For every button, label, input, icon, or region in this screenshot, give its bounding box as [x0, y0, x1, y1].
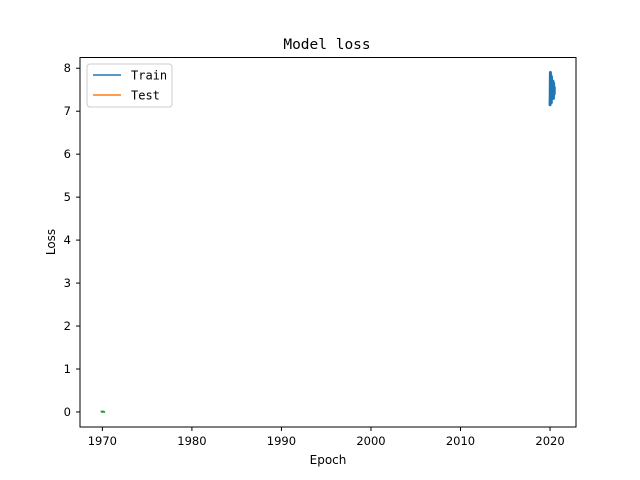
legend: Train Test	[86, 63, 173, 108]
y-tick-label: 8	[64, 61, 71, 75]
y-tick-label: 5	[64, 190, 71, 204]
legend-test-label: Test	[131, 89, 160, 103]
chart-title: Model loss	[283, 37, 370, 53]
y-tick-label: 1	[64, 362, 71, 376]
y-tick-label: 0	[64, 405, 71, 419]
x-axis-label: Epoch	[310, 453, 347, 467]
x-tick-label: 2010	[446, 434, 475, 448]
y-tick-label: 7	[64, 104, 71, 118]
axes-frame	[79, 57, 577, 428]
x-tick-label: 1970	[88, 434, 117, 448]
plot-area	[100, 71, 556, 413]
series-line-train	[548, 71, 556, 107]
legend-train-label: Train	[131, 69, 167, 83]
y-tick-label: 2	[64, 319, 71, 333]
x-tick-label: 2000	[356, 434, 385, 448]
x-tick-label: 2020	[535, 434, 564, 448]
y-tick-label: 6	[64, 147, 71, 161]
y-tick-label: 4	[64, 233, 71, 247]
y-tick-label: 3	[64, 276, 71, 290]
x-tick-label: 1980	[177, 434, 206, 448]
y-axis-label: Loss	[44, 229, 58, 255]
tick-layer: 1970 1980 1990 2000 2010 2020 0 1 2 3 4 5 6 7 8	[64, 61, 565, 448]
x-tick-label: 1990	[267, 434, 296, 448]
